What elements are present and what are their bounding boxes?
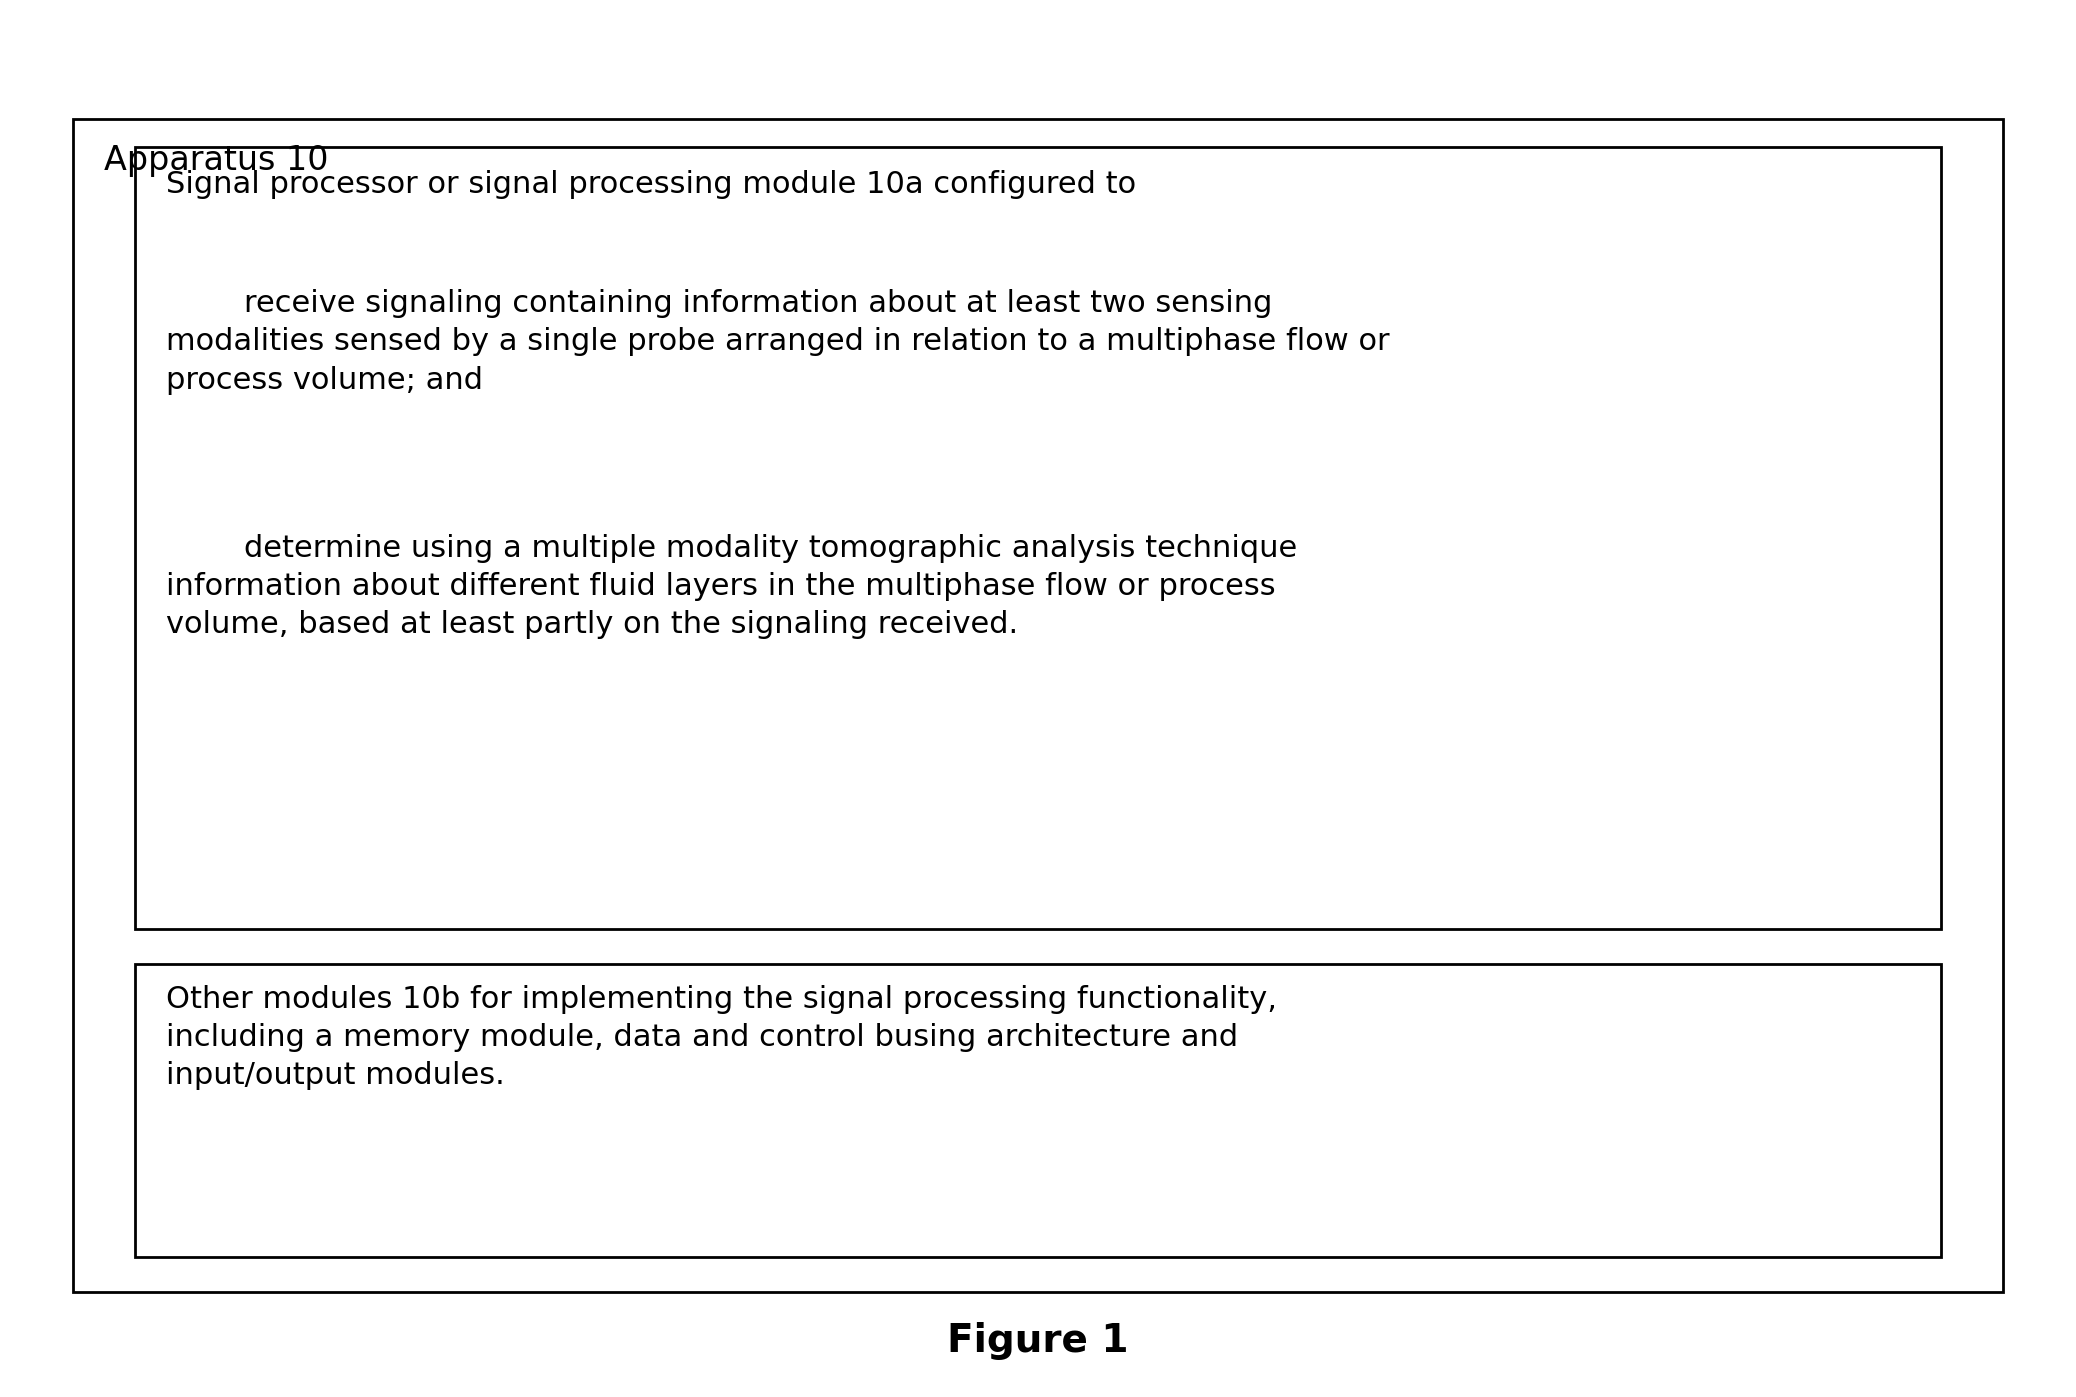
Text: Other modules 10b for implementing the signal processing functionality,
includin: Other modules 10b for implementing the s… [166,985,1277,1090]
Text: Signal processor or signal processing module 10a configured to: Signal processor or signal processing mo… [166,170,1136,200]
Text: Apparatus 10: Apparatus 10 [104,144,328,177]
Text: receive signaling containing information about at least two sensing
modalities s: receive signaling containing information… [166,289,1389,394]
FancyBboxPatch shape [73,119,2003,1292]
FancyBboxPatch shape [135,147,1941,929]
Text: Figure 1: Figure 1 [947,1322,1129,1361]
FancyBboxPatch shape [135,964,1941,1257]
Text: determine using a multiple modality tomographic analysis technique
information a: determine using a multiple modality tomo… [166,534,1298,638]
